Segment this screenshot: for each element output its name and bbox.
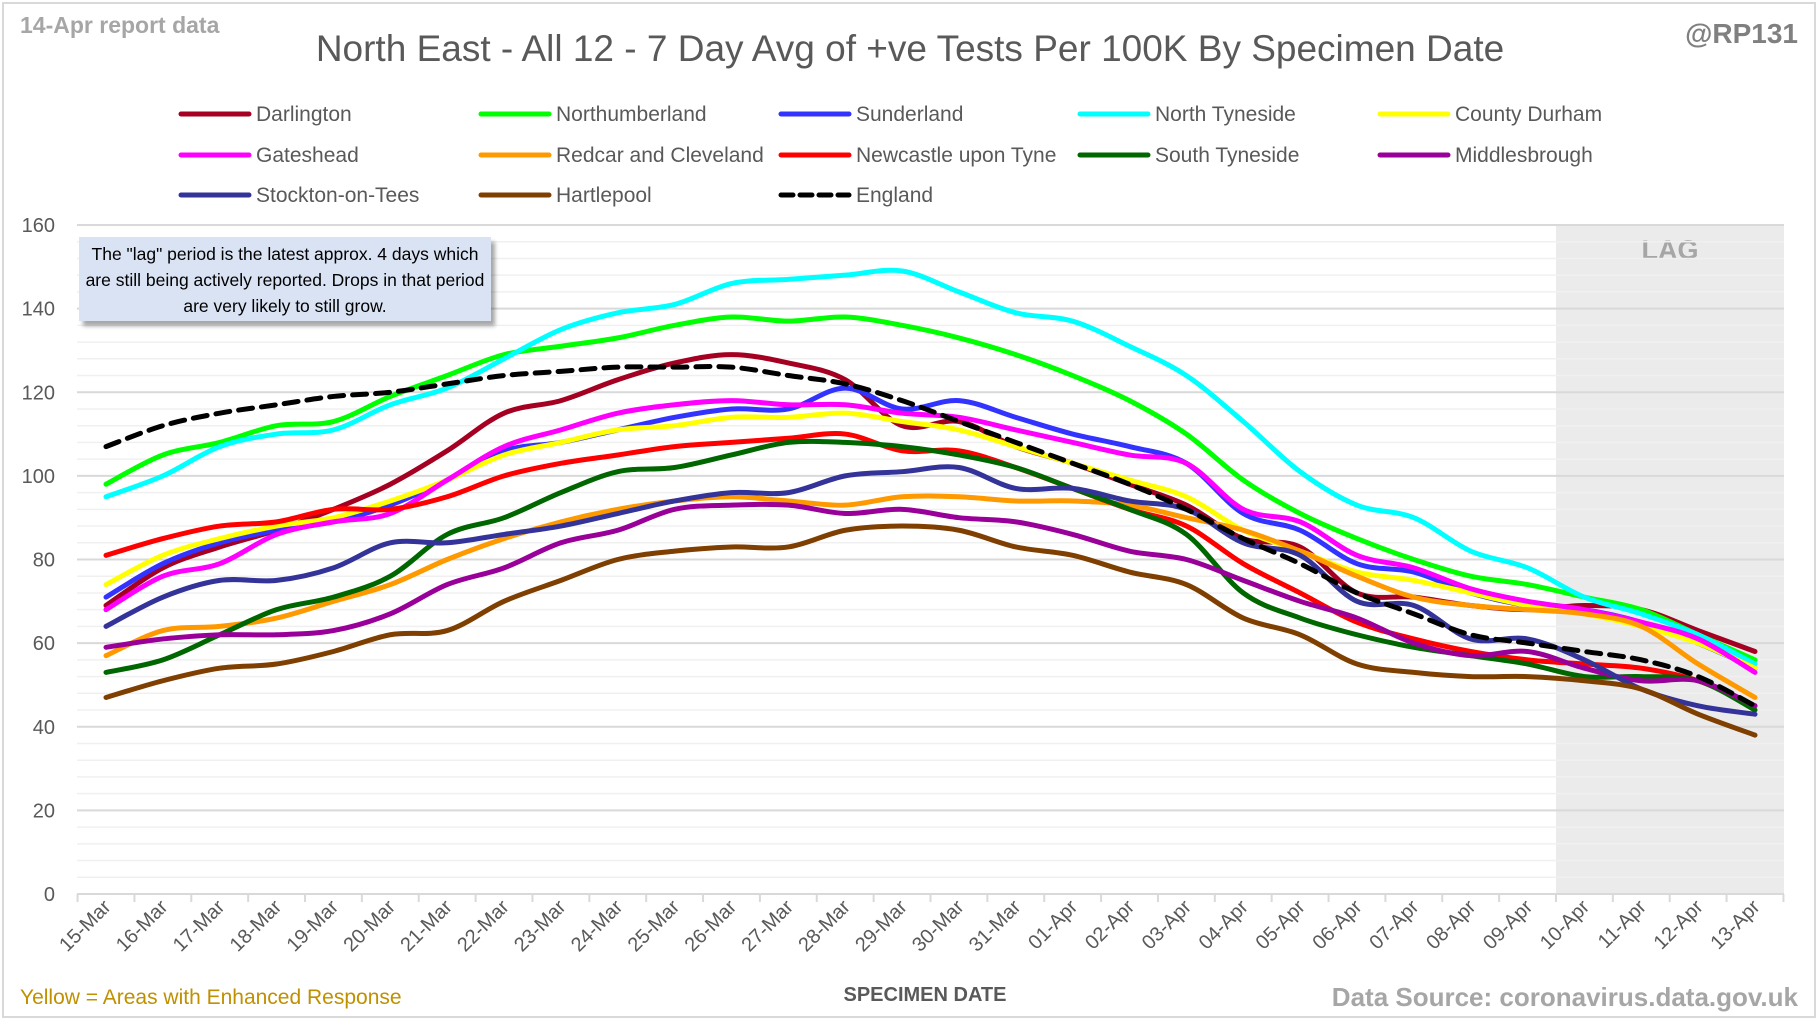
x-tick-label: 08-Apr xyxy=(1422,896,1480,954)
x-tick-label: 03-Apr xyxy=(1138,896,1196,954)
x-tick-label: 07-Apr xyxy=(1365,896,1423,954)
series-line-newcastle-upon-tyne xyxy=(103,431,1758,709)
chart-title: North East - All 12 - 7 Day Avg of +ve T… xyxy=(315,28,1505,69)
y-tick-label: 20 xyxy=(33,800,55,822)
x-tick-label: 15-Mar xyxy=(55,896,116,957)
y-tick-label: 0 xyxy=(44,884,55,906)
x-axis-title: SPECIMEN DATE xyxy=(843,984,1007,1006)
x-tick-label: 27-Mar xyxy=(738,896,799,957)
data-source: Data Source: coronavirus.data.gov.uk xyxy=(1331,982,1798,1012)
x-tick-label: 13-Apr xyxy=(1707,896,1765,954)
series-line-gateshead xyxy=(103,398,1758,675)
x-tick-label: 21-Mar xyxy=(396,896,457,957)
x-tick-label: 22-Mar xyxy=(453,896,514,957)
x-tick-label: 16-Mar xyxy=(112,896,173,957)
y-tick-label: 160 xyxy=(22,215,55,237)
x-tick-label: 26-Mar xyxy=(681,896,742,957)
legend-label: North Tyneside xyxy=(1155,103,1296,126)
x-tick-label: 28-Mar xyxy=(794,896,855,957)
legend-label: Newcastle upon Tyne xyxy=(856,144,1056,167)
legend-label: Redcar and Cleveland xyxy=(556,144,764,167)
x-tick-label: 12-Apr xyxy=(1650,896,1708,954)
legend-label: Sunderland xyxy=(856,103,963,126)
y-tick-label: 80 xyxy=(33,550,55,572)
series-line-north-tyneside xyxy=(103,267,1758,667)
legend-label: Hartlepool xyxy=(556,184,652,207)
y-tick-label: 40 xyxy=(33,717,55,739)
x-tick-label: 29-Mar xyxy=(851,896,912,957)
enhanced-response-note: Yellow = Areas with Enhanced Response xyxy=(20,986,402,1009)
series-line-northumberland xyxy=(103,314,1758,663)
x-tick-label: 02-Apr xyxy=(1081,896,1139,954)
legend-label: Northumberland xyxy=(556,103,707,126)
legend-item-south-tyneside: South Tyneside xyxy=(1077,144,1299,167)
series-line-england xyxy=(103,364,1758,709)
legend-item-middlesbrough: Middlesbrough xyxy=(1377,144,1593,167)
series-line-middlesbrough xyxy=(103,501,1758,709)
legend-item-stockton-on-tees: Stockton-on-Tees xyxy=(178,184,419,207)
x-tick-label: 10-Apr xyxy=(1536,896,1594,954)
legend-item-north-tyneside: North Tyneside xyxy=(1077,103,1296,126)
legend-item-sunderland: Sunderland xyxy=(778,103,963,126)
x-tick-label: 01-Apr xyxy=(1024,896,1082,954)
y-tick-label: 60 xyxy=(33,633,55,655)
series-line-county-durham xyxy=(103,410,1758,671)
lag-annotation: The "lag" period is the latest approx. 4… xyxy=(79,237,491,321)
legend-label: Stockton-on-Tees xyxy=(256,184,419,207)
series-lines xyxy=(103,267,1758,738)
legend-label: Gateshead xyxy=(256,144,359,167)
legend-label: County Durham xyxy=(1455,103,1602,126)
legend-item-northumberland: Northumberland xyxy=(478,103,707,126)
legend-item-darlington: Darlington xyxy=(178,103,352,126)
y-tick-label: 100 xyxy=(22,466,55,488)
x-tick-label: 17-Mar xyxy=(169,896,230,957)
series-line-hartlepool xyxy=(103,523,1758,738)
author-handle: @RP131 xyxy=(1685,18,1798,49)
legend-item-gateshead: Gateshead xyxy=(178,144,359,167)
report-date-label: 14-Apr report data xyxy=(20,12,220,38)
x-tick-label: 23-Mar xyxy=(510,896,571,957)
x-tick-label: 11-Apr xyxy=(1594,896,1651,953)
gridlines xyxy=(77,224,1784,895)
x-tick-label: 09-Apr xyxy=(1479,896,1537,954)
legend-item-redcar-and-cleveland: Redcar and Cleveland xyxy=(478,144,764,167)
legend-item-newcastle-upon-tyne: Newcastle upon Tyne xyxy=(778,144,1056,167)
legend: Darlington Northumberland Sunderland North … xyxy=(178,103,1602,207)
lag-label: LAG xyxy=(1641,235,1698,265)
y-tick-label: 120 xyxy=(22,382,55,404)
x-tick-label: 31-Mar xyxy=(965,896,1026,957)
x-tick-label: 04-Apr xyxy=(1195,896,1253,954)
series-line-stockton-on-tees xyxy=(103,464,1758,717)
legend-label: England xyxy=(856,184,933,207)
legend-item-county-durham: County Durham xyxy=(1377,103,1602,126)
series-line-redcar-and-cleveland xyxy=(103,493,1758,700)
legend-label: South Tyneside xyxy=(1155,144,1299,167)
x-tick-label: 25-Mar xyxy=(624,896,685,957)
y-tick-label: 140 xyxy=(22,299,55,321)
x-tick-label: 19-Mar xyxy=(283,896,344,957)
legend-label: Darlington xyxy=(256,103,352,126)
x-tick-label: 06-Apr xyxy=(1308,896,1366,954)
x-tick-label: 05-Apr xyxy=(1252,896,1310,954)
x-tick-label: 20-Mar xyxy=(339,896,400,957)
legend-label: Middlesbrough xyxy=(1455,144,1593,167)
legend-item-hartlepool: Hartlepool xyxy=(478,184,652,207)
x-tick-label: 18-Mar xyxy=(226,896,287,957)
x-tick-label: 30-Mar xyxy=(908,896,969,957)
x-tick-label: 24-Mar xyxy=(567,896,628,957)
legend-item-england: England xyxy=(778,184,933,207)
